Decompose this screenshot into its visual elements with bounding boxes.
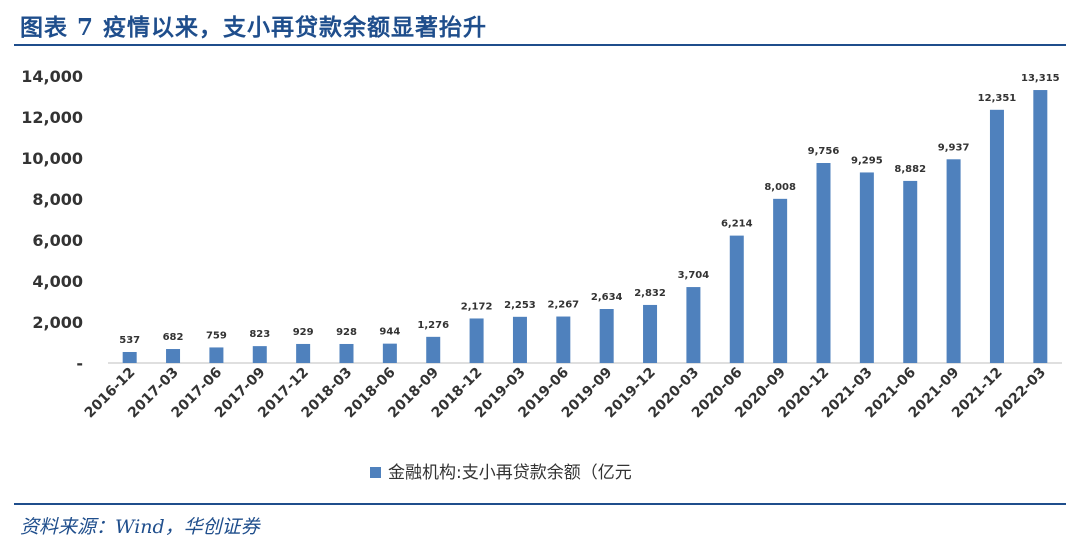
bar	[903, 180, 918, 363]
data-label: 9,295	[851, 155, 883, 166]
bar	[859, 172, 874, 363]
legend-swatch	[370, 467, 381, 478]
data-label: 2,253	[504, 300, 536, 311]
bar	[599, 309, 614, 363]
y-tick-label: 10,000	[21, 149, 83, 168]
data-label: 3,704	[678, 270, 710, 281]
y-tick-label: 8,000	[32, 190, 83, 209]
bar-series	[122, 90, 1048, 364]
data-labels: 537 682 759 823 929 928 944 1,276 2,172 2,253 2,26…	[119, 73, 1059, 346]
data-label: 928	[336, 327, 357, 338]
y-tick-label: -	[76, 354, 83, 373]
y-tick-label: 12,000	[21, 108, 83, 127]
data-label: 12,351	[978, 93, 1017, 104]
source-rule	[14, 503, 1066, 505]
legend: 金融机构:支小再贷款余额（亿元	[370, 463, 632, 483]
bar	[989, 109, 1004, 363]
bar	[166, 349, 181, 363]
source-note: 资料来源：Wind，华创证券	[20, 516, 260, 538]
x-axis: 2016-122017-032017-062017-092017-122018-…	[82, 362, 1062, 421]
y-tick-label: 6,000	[32, 231, 83, 250]
bar	[512, 316, 527, 363]
data-label: 9,756	[808, 146, 840, 157]
y-axis: - 2,000 4,000 6,000 8,000 10,000 12,000 14,000	[21, 67, 83, 373]
bar-chart: -2,0004,0006,0008,00010,00012,00014,000 …	[21, 67, 1062, 483]
y-tick-label: 14,000	[21, 67, 83, 86]
bar	[252, 346, 267, 363]
data-label: 537	[119, 335, 140, 346]
data-label: 2,267	[547, 300, 579, 311]
figure-title: 图表 7 疫情以来，支小再贷款余额显著抬升	[20, 14, 488, 41]
bar	[1033, 90, 1048, 364]
legend-label: 金融机构:支小再贷款余额（亿元	[388, 463, 632, 483]
data-label: 8,008	[764, 182, 796, 193]
data-label: 6,214	[721, 219, 753, 230]
data-label: 823	[249, 329, 270, 340]
bar	[729, 235, 744, 363]
y-tick-label: 2,000	[32, 313, 83, 332]
data-label: 9,937	[938, 142, 970, 153]
bar	[339, 343, 354, 363]
bar	[556, 316, 571, 363]
bar	[773, 198, 788, 363]
bar	[946, 159, 961, 363]
data-label: 2,832	[634, 288, 666, 299]
data-label: 759	[206, 330, 227, 341]
data-label: 13,315	[1021, 73, 1060, 84]
bar	[643, 304, 658, 363]
data-label: 2,172	[461, 301, 493, 312]
bar	[296, 343, 311, 363]
data-label: 2,634	[591, 292, 623, 303]
data-label: 944	[379, 327, 400, 338]
title-rule	[14, 44, 1066, 46]
bar	[382, 343, 397, 363]
bar	[209, 347, 224, 363]
data-label: 8,882	[894, 164, 926, 175]
data-label: 682	[163, 332, 184, 343]
bar	[426, 336, 441, 363]
bar	[122, 351, 137, 363]
bar	[469, 318, 484, 363]
data-label: 929	[293, 327, 314, 338]
y-tick-label: 4,000	[32, 272, 83, 291]
data-label: 1,276	[417, 320, 449, 331]
bar	[686, 287, 701, 363]
bar	[816, 163, 831, 363]
